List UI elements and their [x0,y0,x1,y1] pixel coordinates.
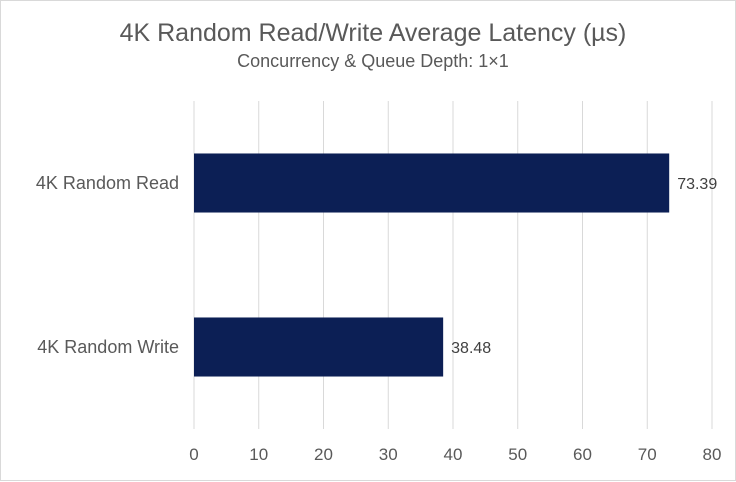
category-label-4k-random-write: 4K Random Write [37,337,179,357]
x-tick-label-70: 70 [638,445,657,464]
bars [194,153,670,377]
x-tick-label-10: 10 [249,445,268,464]
value-label-4k-random-write: 38.48 [451,340,491,357]
x-tick-label-30: 30 [379,445,398,464]
value-label-4k-random-read: 73.39 [677,176,717,193]
x-tick-label-50: 50 [508,445,527,464]
chart-title: 4K Random Read/Write Average Latency (µs… [120,19,627,47]
x-tick-label-60: 60 [573,445,592,464]
x-tick-label-20: 20 [314,445,333,464]
gridlines [193,101,713,429]
x-tick-label-0: 0 [189,445,198,464]
bar-4k-random-write [194,317,444,377]
chart-subtitle: Concurrency & Queue Depth: 1×1 [237,51,509,71]
category-label-4k-random-read: 4K Random Read [36,173,179,193]
bar-4k-random-read [194,153,670,213]
x-tick-label-40: 40 [444,445,463,464]
x-tick-label-80: 80 [703,445,722,464]
labels: 0 10 20 30 40 50 60 70 80 73.39 4K Random Read 38.4… [36,173,722,464]
